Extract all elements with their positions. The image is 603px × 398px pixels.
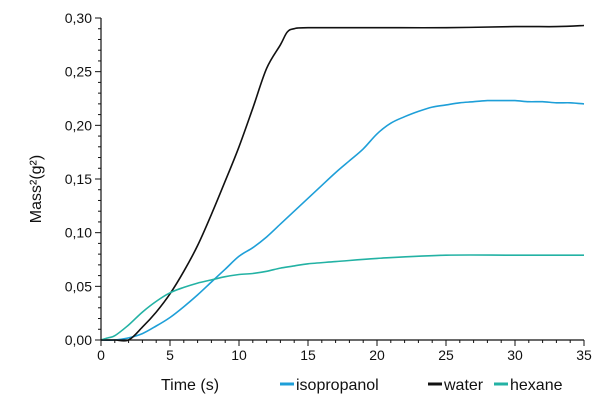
plot-lines (100, 24, 585, 342)
y-ticks: 0,00 0,05 0,10 0,15 0,20 0,25 0,30 (65, 10, 101, 348)
isopropanol-line (100, 99, 585, 341)
legend-item-water: water (428, 377, 484, 394)
x-tick-label: 30 (507, 347, 523, 363)
y-tick-label: 0,10 (65, 225, 92, 241)
x-tick-label: 5 (166, 347, 174, 363)
legend-label: water (443, 377, 484, 394)
hexane-line (100, 254, 584, 341)
y-tick-label: 0,25 (65, 64, 92, 80)
x-tick-label: 15 (300, 347, 316, 363)
x-tick-label: 10 (231, 347, 247, 363)
legend: isopropanol water hexane (280, 377, 563, 394)
y-tick-label: 0,05 (65, 278, 92, 294)
x-tick-label: 35 (576, 347, 592, 363)
y-tick-label: 0,15 (65, 171, 92, 187)
x-ticks: 0 5 10 15 20 25 30 35 (97, 340, 592, 363)
legend-label: isopropanol (296, 377, 379, 394)
x-axis-title: Time (s) (161, 377, 219, 394)
x-tick-label: 25 (438, 347, 454, 363)
water-line (101, 24, 585, 342)
y-tick-label: 0,20 (65, 117, 92, 133)
x-tick-label: 20 (369, 347, 385, 363)
y-tick-label: 0,00 (65, 332, 92, 348)
y-axis-title: Mass²(g²) (28, 155, 45, 223)
legend-item-isopropanol: isopropanol (280, 377, 379, 394)
legend-item-hexane: hexane (494, 377, 563, 394)
x-tick-label: 0 (97, 347, 105, 363)
y-tick-label: 0,30 (65, 10, 92, 26)
legend-label: hexane (510, 377, 563, 394)
